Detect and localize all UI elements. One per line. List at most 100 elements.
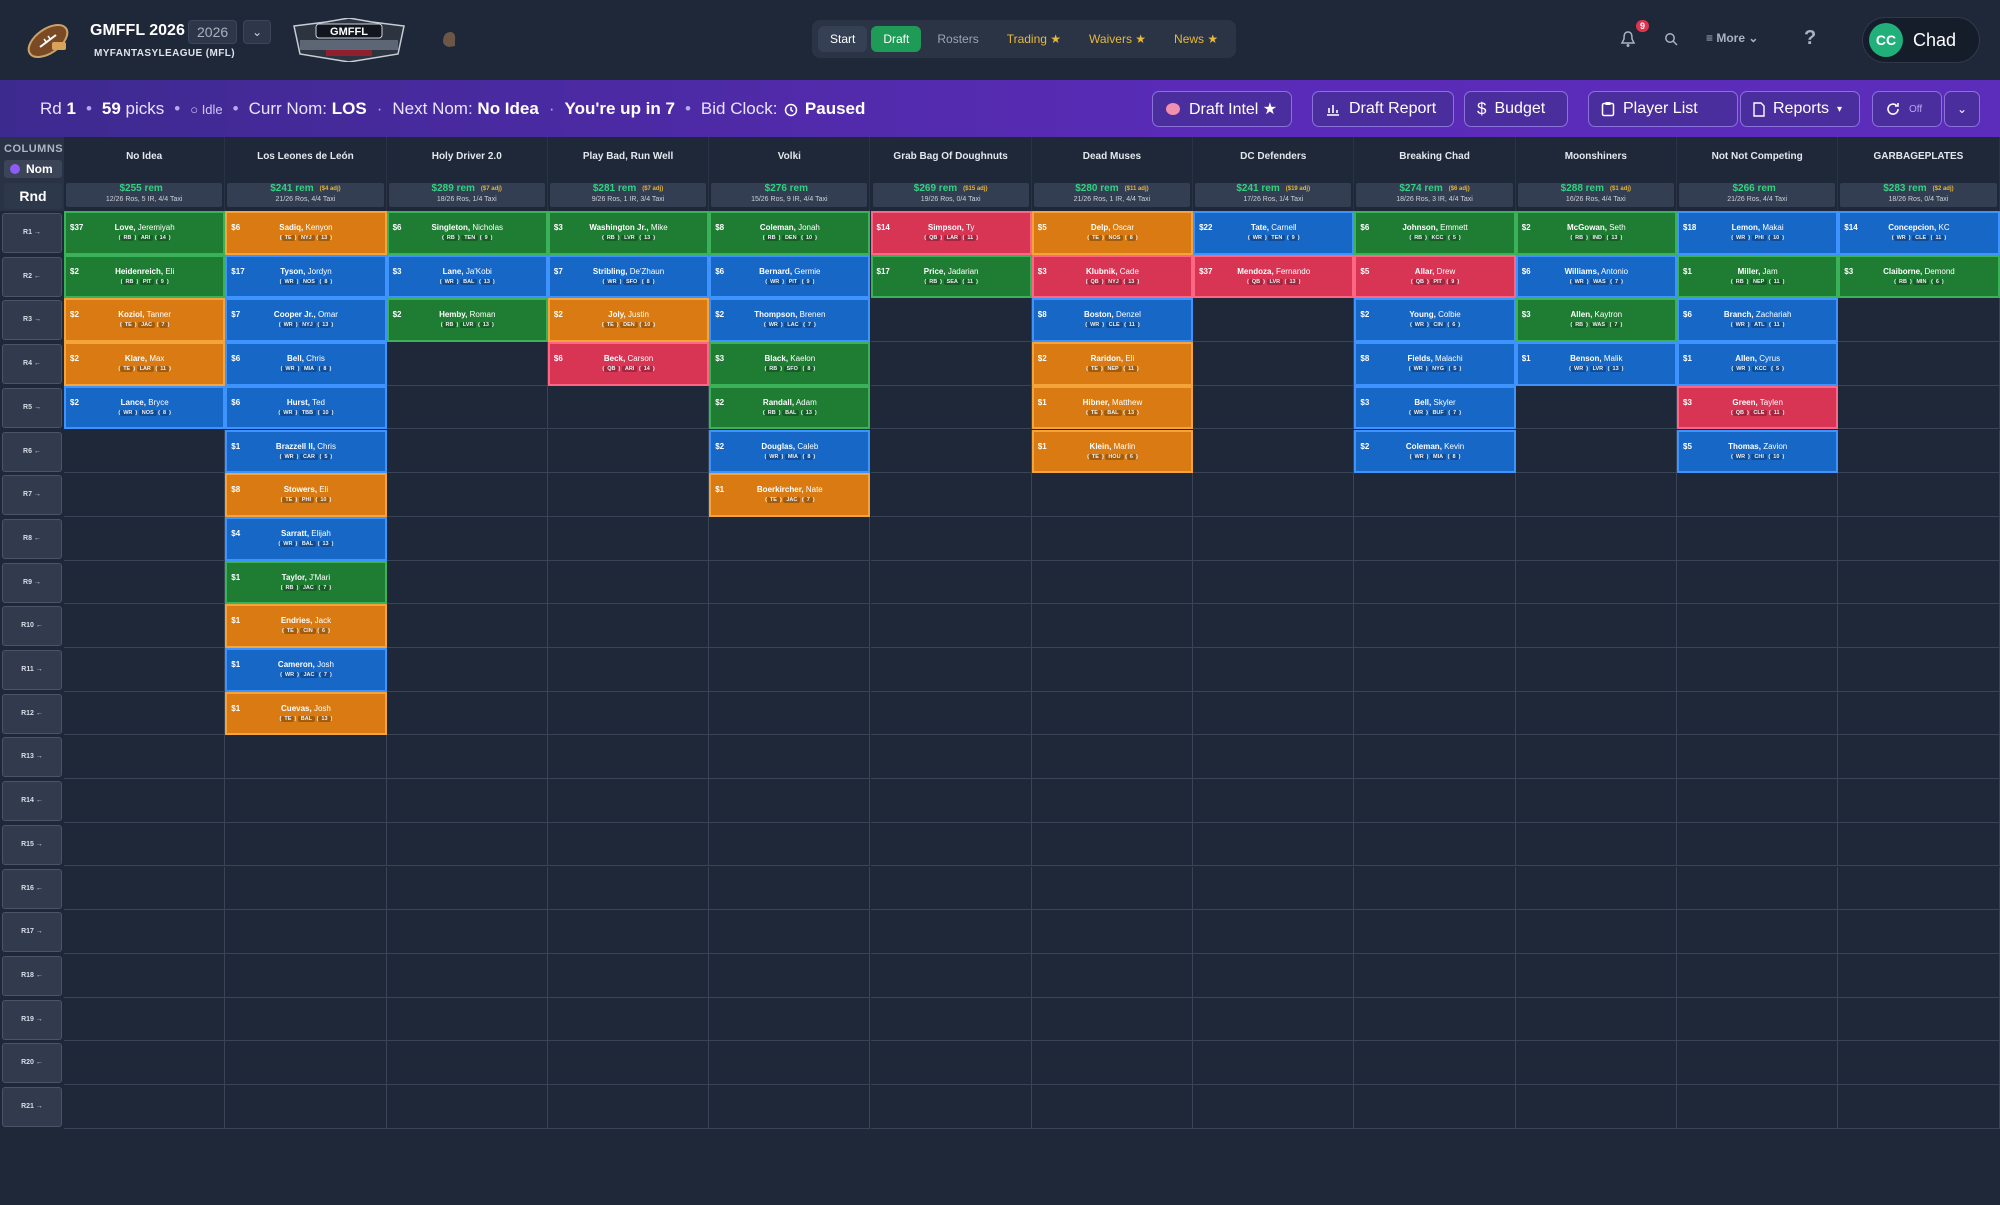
- pick-card[interactable]: $8 Fields, Malachi(WR) NYG (5): [1354, 342, 1516, 386]
- pick-card[interactable]: $2 Coleman, Kevin(WR) MIA (8): [1354, 429, 1516, 474]
- pick-card[interactable]: $3 Claiborne, Demond(RB) MIN (6): [1838, 254, 2000, 299]
- nav-tab-waivers[interactable]: Waivers ★: [1089, 32, 1147, 46]
- pick-card[interactable]: $3 Lane, Ja'Kobi(WR) BAL (13): [386, 254, 548, 299]
- draft-report-button[interactable]: Draft Report: [1312, 91, 1454, 127]
- pick-card[interactable]: $1 Benson, Malik(WR) LVR (13): [1515, 342, 1677, 386]
- search-icon[interactable]: [1664, 32, 1678, 46]
- player-position: WR: [280, 540, 296, 547]
- team-column-header[interactable]: Los Leones de León $241 rem ($4 adj) 21/26 …: [225, 137, 387, 211]
- nom-toggle[interactable]: Nom: [4, 160, 62, 178]
- pick-card[interactable]: $1 Taylor, J'Mari(RB) JAC (7): [225, 560, 387, 605]
- empty-pick-slot: [1677, 735, 1839, 780]
- nav-tab-start[interactable]: Start: [818, 26, 868, 52]
- user-menu[interactable]: CC Chad: [1862, 17, 1980, 63]
- team-column-header[interactable]: Breaking Chad $274 rem ($6 adj) 18/26 Ros, …: [1354, 137, 1516, 211]
- player-position: WR: [1571, 366, 1587, 373]
- reports-dropdown[interactable]: Reports ▾: [1740, 91, 1860, 127]
- auto-refresh-toggle[interactable]: Off: [1872, 91, 1942, 127]
- pick-card[interactable]: $1 Cameron, Josh(WR) JAC (7): [225, 648, 387, 692]
- pick-card[interactable]: $2 Douglas, Caleb(WR) MIA (8): [709, 429, 871, 474]
- team-column-header[interactable]: Grab Bag Of Doughnuts $269 rem ($15 adj) 19…: [871, 137, 1032, 211]
- team-column-header[interactable]: Holy Driver 2.0 $289 rem ($7 adj) 18/26 Ros…: [387, 137, 548, 211]
- year-selector[interactable]: 2026 ⌄: [188, 20, 272, 44]
- team-column-header[interactable]: Not Not Competing $266 rem 21/26 Ros, 4/4 …: [1677, 137, 1839, 211]
- football-logo-icon[interactable]: [22, 16, 74, 66]
- chevron-down-icon[interactable]: ⌄: [243, 20, 272, 44]
- pick-card[interactable]: $1 Cuevas, Josh(TE) BAL (13): [225, 691, 387, 736]
- more-menu-button[interactable]: ≡ More ⌄: [1706, 31, 1759, 45]
- team-column-header[interactable]: DC Defenders $241 rem ($19 adj) 17/26 Ros, …: [1193, 137, 1355, 211]
- pick-card[interactable]: $7 Cooper Jr., Omar(WR) NYJ (13): [225, 298, 387, 343]
- pick-card[interactable]: $2 Lance, Bryce(WR) NOS (8): [64, 385, 226, 430]
- pick-card[interactable]: $14 Simpson, Ty(QB) LAR (11): [870, 211, 1032, 255]
- pick-card[interactable]: $1 Hibner, Matthew(TE) BAL (13): [1031, 385, 1194, 430]
- pick-card[interactable]: $3 Green, Taylen(QB) CLE (11): [1677, 385, 1839, 430]
- budget-button[interactable]: $ Budget: [1464, 91, 1568, 127]
- team-column-header[interactable]: Volki $276 rem 15/26 Ros, 9 IR, 4/4 Taxi: [709, 137, 871, 211]
- pick-card[interactable]: $6 Branch, Zachariah(WR) ATL (11): [1677, 298, 1839, 343]
- pick-card[interactable]: $6 Bernard, Germie(WR) PIT (9): [709, 254, 871, 299]
- pick-card[interactable]: $6 Sadiq, Kenyon(TE) NYJ (13): [225, 211, 387, 255]
- draft-intel-button[interactable]: Draft Intel ★: [1152, 91, 1292, 127]
- help-button[interactable]: ?: [1804, 27, 1817, 49]
- nav-tab-news[interactable]: News ★: [1174, 32, 1219, 46]
- player-list-button[interactable]: Player List: [1588, 91, 1738, 127]
- pick-card[interactable]: $6 Beck, Carson(QB) ARI (14): [547, 342, 710, 386]
- pick-card[interactable]: $5 Thomas, Zavion(WR) CHI (10): [1677, 429, 1839, 474]
- pick-card[interactable]: $2 Klare, Max(TE) LAR (11): [64, 342, 226, 386]
- nav-tab-trading[interactable]: Trading ★: [1006, 32, 1062, 46]
- nav-tab-rosters[interactable]: Rosters: [937, 32, 979, 46]
- pick-card[interactable]: $8 Coleman, Jonah(RB) DEN (10): [709, 211, 871, 255]
- pick-card[interactable]: $4 Sarratt, Elijah(WR) BAL (13): [225, 516, 387, 561]
- pick-card[interactable]: $37 Love, Jeremiyah(RB) ARI (14): [64, 211, 226, 255]
- pick-card[interactable]: $6 Hurst, Ted(WR) TBB (10): [225, 385, 387, 430]
- pick-card[interactable]: $8 Stowers, Eli(TE) PHI (10): [225, 473, 387, 517]
- team-column-header[interactable]: Play Bad, Run Well $281 rem ($7 adj) 9/26 R…: [548, 137, 710, 211]
- round-label-r20: R20 ←: [2, 1043, 62, 1084]
- team-column-header[interactable]: Dead Muses $280 rem ($11 adj) 21/26 Ros, 1 …: [1032, 137, 1194, 211]
- toolbar-dropdown-button[interactable]: ⌄: [1944, 91, 1980, 127]
- pick-card[interactable]: $18 Lemon, Makai(WR) PHI (10): [1677, 211, 1839, 255]
- pick-card[interactable]: $37 Mendoza, Fernando(QB) LVR (13): [1193, 254, 1355, 299]
- pick-card[interactable]: $3 Black, Kaelon(RB) SFO (8): [709, 342, 871, 386]
- pick-card[interactable]: $2 Young, Colbie(WR) CIN (6): [1354, 298, 1516, 343]
- player-bye: 11: [157, 366, 170, 373]
- pick-card[interactable]: $2 Randall, Adam(RB) BAL (13): [709, 385, 871, 430]
- pick-card[interactable]: $8 Boston, Denzel(WR) CLE (11): [1031, 298, 1194, 343]
- pick-card[interactable]: $1 Allen, Cyrus(WR) KCC (5): [1677, 342, 1839, 386]
- pick-card[interactable]: $2 Joly, Justin(TE) DEN (10): [547, 298, 710, 343]
- pick-card[interactable]: $6 Singleton, Nicholas(RB) TEN (9): [386, 211, 548, 255]
- pick-card[interactable]: $1 Boerkircher, Nate(TE) JAC (7): [709, 473, 871, 517]
- pick-card[interactable]: $2 Thompson, Brenen(WR) LAC (7): [709, 298, 871, 343]
- pick-card[interactable]: $1 Miller, Jam(RB) NEP (11): [1677, 254, 1839, 299]
- pick-card[interactable]: $3 Allen, Kaytron(RB) WAS (7): [1515, 298, 1677, 343]
- pick-card[interactable]: $7 Stribling, De'Zhaun(WR) SFO (8): [547, 254, 710, 299]
- pick-card[interactable]: $2 McGowan, Seth(RB) IND (13): [1515, 211, 1677, 255]
- pick-card[interactable]: $17 Tyson, Jordyn(WR) NOS (8): [225, 254, 387, 299]
- team-column-header[interactable]: Moonshiners $288 rem ($1 adj) 16/26 Ros, 4/…: [1516, 137, 1677, 211]
- pick-card[interactable]: $5 Allar, Drew(QB) PIT (9): [1354, 254, 1516, 299]
- team-column-header[interactable]: No Idea $255 rem 12/26 Ros, 5 IR, 4/4 Taxi: [64, 137, 226, 211]
- pick-card[interactable]: $17 Price, Jadarian(RB) SEA (11): [870, 254, 1032, 299]
- bell-icon[interactable]: [1620, 30, 1636, 48]
- pick-card[interactable]: $3 Washington Jr., Mike(RB) LVR (13): [547, 211, 710, 255]
- pick-card[interactable]: $2 Raridon, Eli(TE) NEP (11): [1031, 342, 1194, 386]
- pick-card[interactable]: $1 Endries, Jack(TE) CIN (6): [225, 604, 387, 648]
- pick-card[interactable]: $2 Hemby, Roman(RB) LVR (13): [386, 298, 548, 343]
- pick-card[interactable]: $1 Brazzell II, Chris(WR) CAR (5): [225, 429, 387, 474]
- team-column-header[interactable]: GARBAGEPLATES $283 rem ($2 adj) 18/26 Ros, …: [1838, 137, 2000, 211]
- pick-card[interactable]: $2 Koziol, Tanner(TE) JAC (7): [64, 298, 226, 343]
- pick-card[interactable]: $3 Bell, Skyler(WR) BUF (7): [1354, 385, 1516, 430]
- pick-card[interactable]: $22 Tate, Carnell(WR) TEN (9): [1193, 211, 1355, 255]
- pick-card[interactable]: $2 Heidenreich, Eli(RB) PIT (9): [64, 254, 226, 299]
- year-value[interactable]: 2026: [188, 20, 238, 44]
- pick-card[interactable]: $6 Bell, Chris(WR) MIA (8): [225, 342, 387, 386]
- pick-card[interactable]: $14 Concepcion, KC(WR) CLE (11): [1838, 211, 2000, 255]
- pick-card[interactable]: $3 Klubnik, Cade(QB) NYJ (13): [1031, 254, 1194, 299]
- pick-card[interactable]: $6 Johnson, Emmett(RB) KCC (5): [1354, 211, 1516, 255]
- player-team: WAS: [1590, 278, 1609, 285]
- pick-card[interactable]: $5 Delp, Oscar(TE) NOS (8): [1031, 211, 1194, 255]
- pick-card[interactable]: $6 Williams, Antonio(WR) WAS (7): [1515, 254, 1677, 299]
- pick-card[interactable]: $1 Klein, Marlin(TE) HOU (6): [1031, 429, 1194, 474]
- nav-tab-draft[interactable]: Draft: [871, 26, 922, 52]
